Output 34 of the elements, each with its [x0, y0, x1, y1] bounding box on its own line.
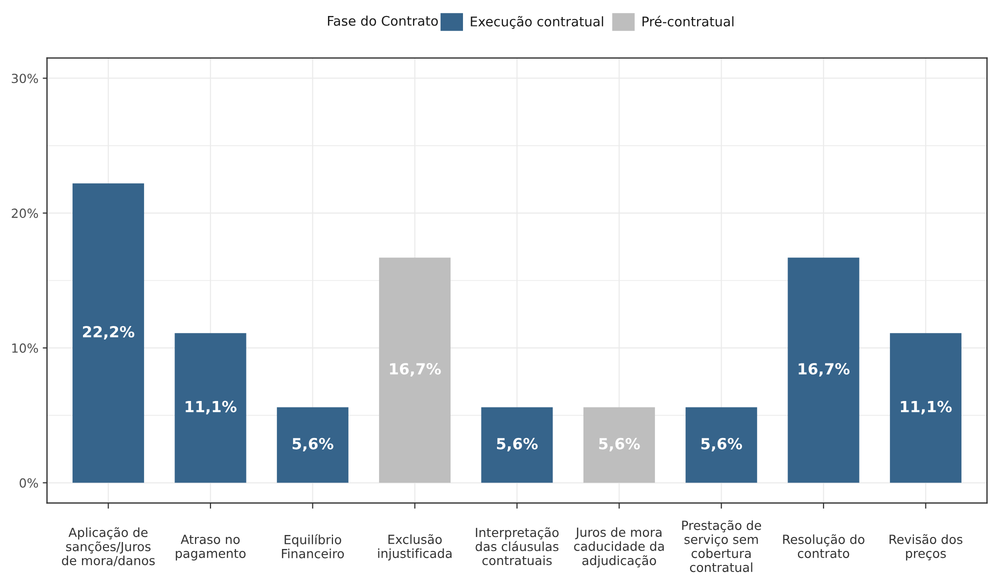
bar — [686, 407, 758, 483]
x-tick-label: Resolução do contrato — [783, 534, 864, 558]
x-tick-label: Interpretação das cláusulas contratuais — [476, 527, 559, 566]
data-label: 22,2% — [83, 326, 134, 340]
legend-label: Execução contratual — [470, 16, 604, 29]
bar — [276, 407, 348, 483]
data-label: 16,7% — [390, 363, 441, 377]
data-label: 5,6% — [599, 438, 640, 452]
legend-label: Pré-contratual — [642, 16, 734, 26]
y-tick-label: 30% — [12, 74, 38, 84]
x-tick-label: Revisão dos preços — [890, 534, 962, 560]
data-label: 16,7% — [798, 363, 850, 377]
data-label: 11,1% — [900, 400, 952, 414]
data-label: 5,6% — [701, 438, 742, 452]
x-tick-label: Exclusão injustificada — [378, 534, 452, 560]
bar — [788, 258, 860, 483]
data-label: 11,1% — [186, 400, 236, 414]
x-tick-label: Equilíbrio Financeiro — [282, 534, 344, 558]
data-label: 5,6% — [292, 438, 334, 452]
bar — [174, 333, 246, 483]
bar — [583, 407, 655, 483]
x-tick-label: Atraso no pagamento — [176, 534, 246, 560]
bar — [481, 407, 553, 483]
legend-title: Fase do Contrato — [328, 16, 438, 26]
y-tick-label: 10% — [12, 343, 38, 353]
y-tick-label: 20% — [12, 208, 38, 218]
x-tick-label: Juros de mora caducidade da adjudicação — [574, 527, 664, 568]
x-tick-label: Prestação de serviço sem cobertura contratual — [682, 520, 762, 572]
bar — [379, 258, 451, 483]
y-tick-label: 0% — [20, 478, 38, 488]
bar — [890, 333, 962, 483]
x-tick-label: Aplicação de sanções/Juros de mora/danos — [62, 527, 155, 566]
bar — [72, 183, 144, 483]
data-label: 5,6% — [496, 438, 538, 452]
